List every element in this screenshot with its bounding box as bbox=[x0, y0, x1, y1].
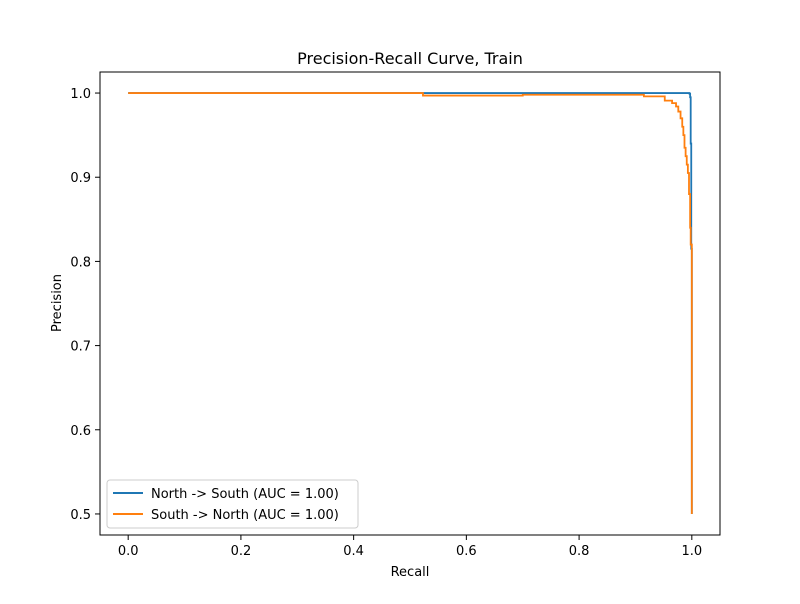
y-tick-label: 0.8 bbox=[70, 255, 91, 270]
chart-title: Precision-Recall Curve, Train bbox=[297, 49, 523, 68]
x-tick-label: 0.0 bbox=[118, 544, 139, 559]
x-tick-label: 1.0 bbox=[681, 544, 702, 559]
x-axis-label: Recall bbox=[391, 565, 430, 580]
x-tick-label: 0.6 bbox=[456, 544, 477, 559]
legend: North -> South (AUC = 1.00) South -> Nor… bbox=[106, 479, 359, 529]
series-layer bbox=[128, 92, 693, 514]
y-tick-label: 0.5 bbox=[70, 508, 91, 523]
x-axis-ticks: 0.0 0.2 0.4 0.6 0.8 1.0 bbox=[118, 535, 702, 559]
x-tick-label: 0.8 bbox=[569, 544, 590, 559]
y-axis-ticks: 0.5 0.6 0.7 0.8 0.9 1.0 bbox=[70, 87, 100, 523]
legend-label-south-north: South -> North (AUC = 1.00) bbox=[151, 508, 339, 523]
y-tick-label: 1.0 bbox=[70, 87, 91, 102]
x-tick-label: 0.4 bbox=[343, 544, 364, 559]
plot-frame bbox=[99, 71, 721, 536]
x-tick-label: 0.2 bbox=[231, 544, 252, 559]
series-line-south-north bbox=[128, 92, 693, 514]
legend-box bbox=[106, 479, 359, 529]
y-tick-label: 0.6 bbox=[70, 424, 91, 439]
y-tick-label: 0.7 bbox=[70, 340, 91, 355]
legend-label-north-south: North -> South (AUC = 1.00) bbox=[151, 487, 339, 502]
y-axis-label: Precision bbox=[50, 274, 65, 332]
y-tick-label: 0.9 bbox=[70, 171, 91, 186]
